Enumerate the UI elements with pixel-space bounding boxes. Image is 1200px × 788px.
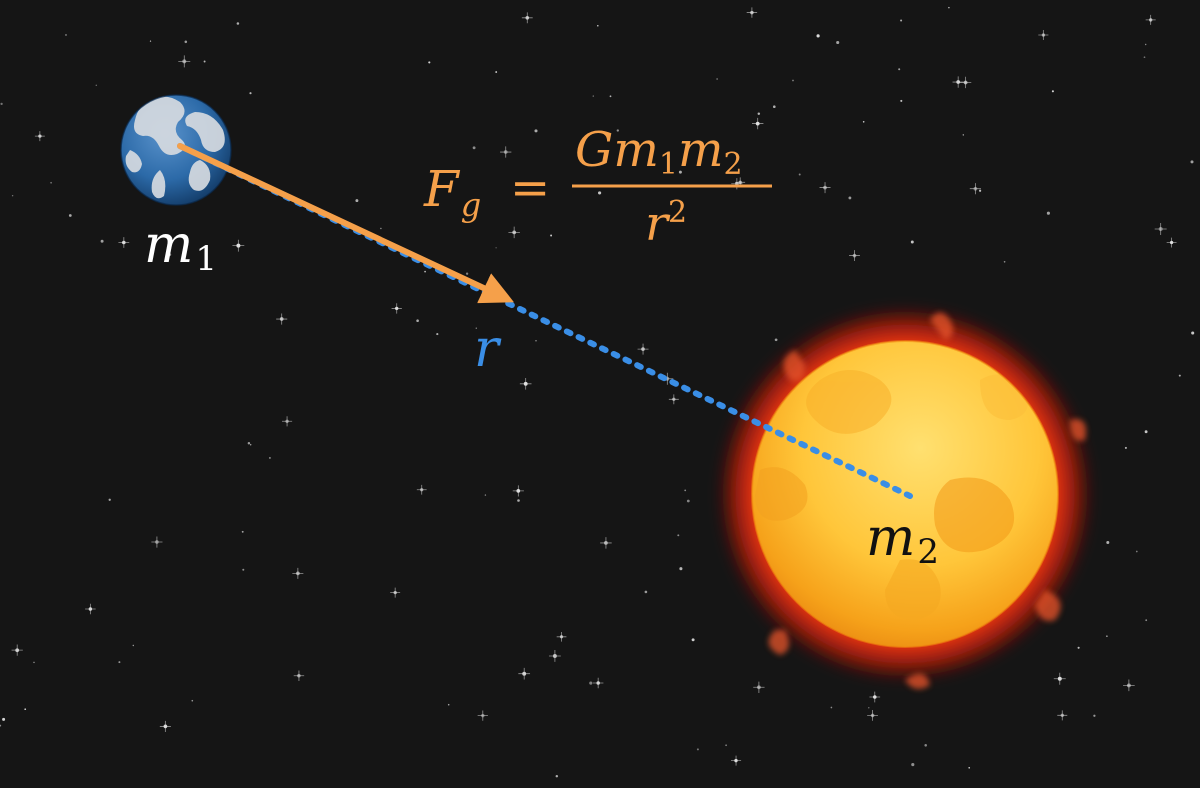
force-arrow (177, 143, 514, 304)
star-field (0, 6, 1195, 778)
formula-denominator: r2 (645, 195, 687, 252)
formula-numerator: Gm1m2 (575, 122, 743, 182)
m2-label: m2 (866, 508, 939, 572)
m1-label: m1 (144, 215, 217, 279)
gravitation-formula: Fg = Gm1m2 r2 (423, 122, 772, 252)
distance-label: r (474, 319, 502, 379)
formula-equals: = (510, 160, 550, 216)
formula-lhs: Fg (423, 160, 481, 224)
earth-icon (120, 94, 232, 206)
